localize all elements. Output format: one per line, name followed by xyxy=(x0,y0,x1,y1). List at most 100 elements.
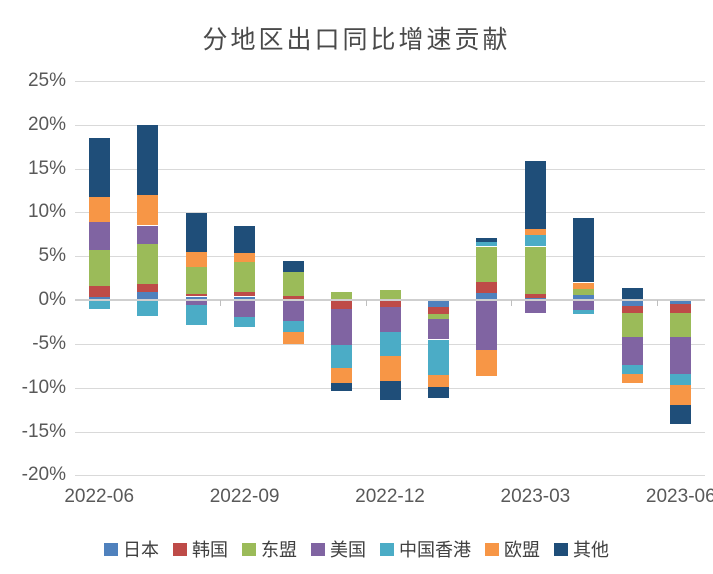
bar-segment-eu xyxy=(234,252,256,263)
legend-label-hongkong: 中国香港 xyxy=(399,540,471,560)
bar-segment-japan xyxy=(185,296,207,300)
legend-item-korea: 韩国 xyxy=(173,536,228,562)
bar-segment-asean xyxy=(379,289,401,300)
bar-segment-korea xyxy=(137,284,159,293)
bar-segment-asean xyxy=(282,271,304,296)
legend-item-other: 其他 xyxy=(554,536,609,562)
bar-segment-hongkong xyxy=(185,305,207,326)
y-axis-label: -5% xyxy=(32,332,66,354)
bar-segment-other xyxy=(476,237,498,243)
x-axis-label: 2022-09 xyxy=(209,486,280,507)
legend-label-japan: 日本 xyxy=(123,540,159,560)
bar-segment-eu xyxy=(88,197,110,222)
bar-segment-eu xyxy=(573,282,595,290)
bar-segment-hongkong xyxy=(331,344,352,369)
bar-segment-us xyxy=(573,300,595,310)
bar-segment-other xyxy=(88,137,110,198)
legend-label-us: 美国 xyxy=(330,540,366,560)
legend-swatch-japan xyxy=(104,542,118,556)
bar-segment-hongkong xyxy=(428,339,449,375)
bar-segment-asean xyxy=(331,292,352,300)
axis-tick xyxy=(220,300,222,306)
bar-segment-other xyxy=(234,225,256,253)
zero-axis-line xyxy=(75,299,705,301)
bar-segment-asean xyxy=(621,313,643,337)
y-axis-label: -15% xyxy=(21,420,66,442)
gridline xyxy=(75,212,705,214)
bar-segment-hongkong xyxy=(137,300,159,316)
bar-segment-korea xyxy=(282,295,304,300)
x-axis-label: 2022-06 xyxy=(64,486,135,507)
bar-segment-us xyxy=(234,300,256,317)
y-axis-label: 10% xyxy=(27,201,66,223)
y-axis-label: -20% xyxy=(21,464,66,486)
bar-segment-korea xyxy=(476,281,498,293)
bar-segment-eu xyxy=(185,251,207,267)
bar-segment-korea xyxy=(331,300,352,309)
legend-label-korea: 韩国 xyxy=(192,540,228,560)
bar-segment-korea xyxy=(234,292,256,297)
y-axis-label: 0% xyxy=(38,289,66,310)
bar-segment-other xyxy=(573,217,595,283)
bar-segment-hongkong xyxy=(524,235,546,247)
legend-swatch-hongkong xyxy=(380,542,394,556)
bar-segment-asean xyxy=(428,314,449,320)
legend-swatch-asean xyxy=(242,542,256,556)
bar-segment-eu xyxy=(621,373,643,384)
legend: 日本 韩国 东盟 美国 中国香港 欧盟 其他 xyxy=(0,536,713,562)
bar-segment-other xyxy=(282,260,304,272)
bar-segment-korea xyxy=(185,293,207,297)
bar-segment-hongkong xyxy=(379,331,401,357)
bar-segment-us xyxy=(185,300,207,306)
y-axis-label: 25% xyxy=(27,69,66,91)
axis-tick xyxy=(511,300,513,306)
bar-segment-eu xyxy=(137,194,159,226)
y-axis-label: 15% xyxy=(27,157,66,179)
bar-segment-japan xyxy=(428,300,449,307)
bar-segment-japan xyxy=(621,300,643,307)
bar-segment-other xyxy=(670,405,692,424)
bar-segment-japan xyxy=(476,293,498,300)
bar-segment-us xyxy=(88,221,110,250)
bar-segment-korea xyxy=(670,304,692,314)
y-axis-label: 5% xyxy=(38,245,66,267)
chart-title: 分地区出口同比增速贡献 xyxy=(202,26,511,54)
bar-segment-japan xyxy=(573,295,595,300)
bar-segment-us xyxy=(379,307,401,332)
bar-segment-hongkong xyxy=(476,242,498,247)
bar-segment-eu xyxy=(282,331,304,344)
bar-segment-hongkong xyxy=(88,300,110,309)
bar-segment-japan xyxy=(234,296,256,300)
bar-segment-korea xyxy=(379,300,401,307)
bar-segment-eu xyxy=(428,374,449,387)
bar-segment-eu xyxy=(476,350,498,377)
bar-segment-other xyxy=(331,383,352,392)
bar-segment-other xyxy=(137,124,159,195)
legend-swatch-other xyxy=(554,542,568,556)
bar-segment-korea xyxy=(428,307,449,314)
bar-segment-other xyxy=(621,287,643,300)
bar-segment-other xyxy=(428,386,449,399)
axis-tick xyxy=(365,300,367,306)
bar-segment-us xyxy=(331,308,352,345)
gridline xyxy=(75,80,705,82)
legend-label-other: 其他 xyxy=(573,540,609,560)
bar-segment-hongkong xyxy=(621,364,643,374)
y-axis-label: -10% xyxy=(21,376,66,398)
bar-segment-hongkong xyxy=(573,309,595,314)
bar-segment-eu xyxy=(524,229,546,236)
gridline xyxy=(75,431,705,433)
bar-segment-asean xyxy=(185,266,207,294)
axis-tick xyxy=(656,300,658,306)
legend-item-eu: 欧盟 xyxy=(485,536,540,562)
bar-segment-hongkong xyxy=(282,321,304,332)
bar-segment-us xyxy=(137,225,159,244)
bar-segment-asean xyxy=(234,262,256,293)
x-axis-label: 2023-03 xyxy=(500,486,571,507)
gridline xyxy=(75,124,705,126)
gridline xyxy=(75,168,705,170)
bar-segment-asean xyxy=(137,243,159,285)
legend-swatch-eu xyxy=(485,542,499,556)
bar-segment-asean xyxy=(88,250,110,286)
